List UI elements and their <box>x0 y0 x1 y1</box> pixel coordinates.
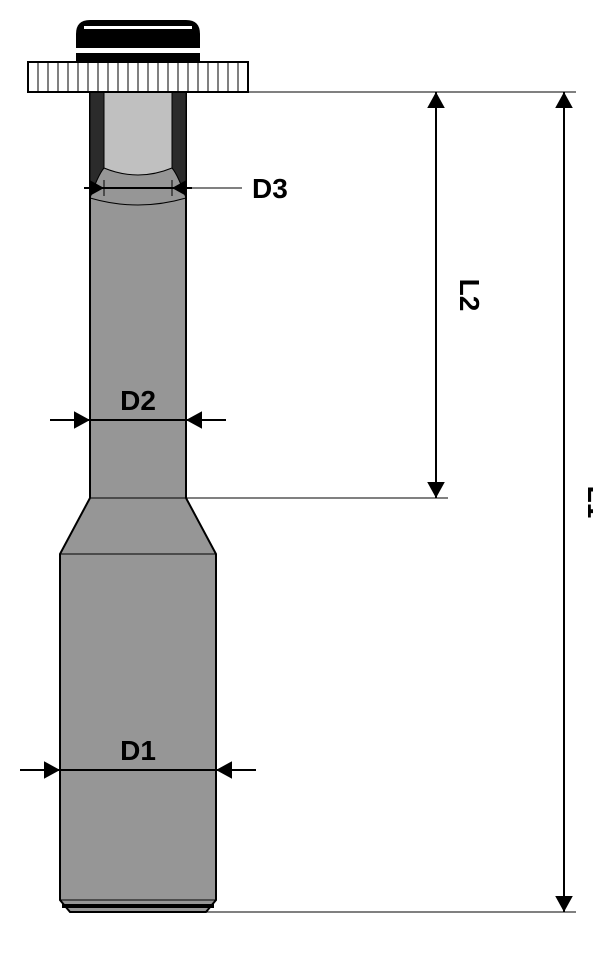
dim-d3-label: D3 <box>252 173 288 204</box>
dim-d2-label: D2 <box>120 385 156 416</box>
bore <box>104 92 172 168</box>
dim-d1-label: D1 <box>120 735 156 766</box>
dim-l1-label: L1 <box>582 486 593 519</box>
dim-l2-label: L2 <box>454 279 485 312</box>
part-body <box>60 92 216 912</box>
foot-band <box>62 904 214 908</box>
